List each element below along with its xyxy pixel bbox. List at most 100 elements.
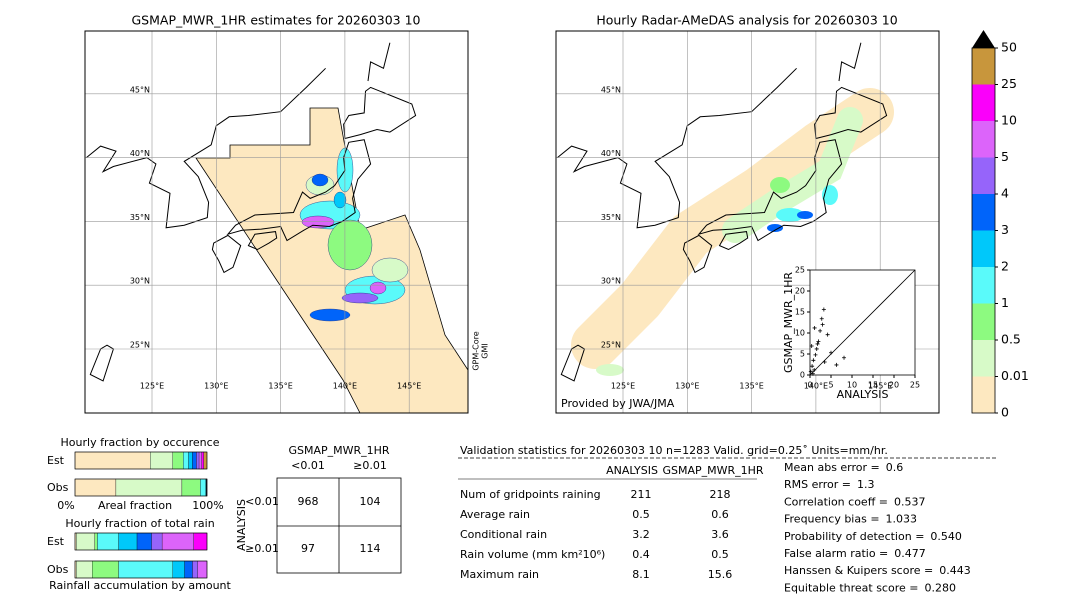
stat-value: 0.4 <box>632 548 650 561</box>
column-header: ANALYSIS <box>606 464 658 477</box>
fraction-segment <box>198 561 207 578</box>
score-value: 1.3 <box>857 478 875 491</box>
fraction-segment <box>200 479 205 496</box>
fraction-segment <box>182 479 200 496</box>
left-title: GSMAP_MWR_1HR estimates for 20260303 10 <box>132 13 421 28</box>
fraction-segment <box>75 479 116 496</box>
score-name: False alarm ratio = <box>784 547 888 560</box>
colorbar-segment <box>972 267 995 304</box>
lat-label: 30°N <box>130 277 150 286</box>
colorbar-label: 10 <box>1001 113 1017 128</box>
stat-value: 8.1 <box>632 568 650 581</box>
stat-value: 218 <box>710 488 731 501</box>
fraction-segment <box>173 561 185 578</box>
table-cell: 104 <box>360 495 381 508</box>
score: Hanssen & Kuipers score =0.443 <box>784 564 971 577</box>
axis-label: Areal fraction <box>98 499 172 512</box>
lon-label: 135°E <box>739 382 763 391</box>
score: RMS error =1.3 <box>784 478 874 491</box>
fraction-segment <box>194 533 207 550</box>
lat-label: 40°N <box>130 149 150 158</box>
stat-name: Num of gridpoints raining <box>460 488 601 501</box>
x-tick-label: 5 <box>828 381 833 390</box>
score-name: Mean abs error = <box>784 461 880 474</box>
fraction-segment <box>75 452 150 469</box>
stat-value: 15.6 <box>708 568 733 581</box>
score-value: 0.280 <box>924 581 956 594</box>
stat-value: 0.5 <box>632 508 650 521</box>
score-value: 0.477 <box>894 547 926 560</box>
x-tick-label: 20 <box>889 381 899 390</box>
stat-value: 0.5 <box>711 548 729 561</box>
fraction-segment <box>92 561 118 578</box>
rain-blob <box>370 282 386 294</box>
x-axis-label: ANALYSIS <box>837 388 889 401</box>
stat-name: Average rain <box>460 508 530 521</box>
fraction-segment <box>173 452 184 469</box>
lon-label: 140°E <box>333 382 357 391</box>
rain-blob <box>334 192 346 208</box>
fraction-segment <box>95 533 98 550</box>
fraction-segment <box>162 533 194 550</box>
lat-label: 30°N <box>601 277 621 286</box>
row-label: Obs <box>47 481 69 494</box>
colorbar-segment <box>972 304 995 341</box>
colorbar-label: 5 <box>1001 149 1009 164</box>
score-name: Frequency bias = <box>784 513 880 526</box>
lon-label: 135°E <box>268 382 292 391</box>
y-tick-label: 25 <box>795 266 805 275</box>
colorbar-label: 0 <box>1001 405 1009 420</box>
colorbar-segment <box>972 194 995 231</box>
fraction-segment <box>119 561 173 578</box>
rain-blob <box>770 177 790 193</box>
rain-blob <box>797 211 813 219</box>
lat-label: 45°N <box>601 85 621 94</box>
y-tick-label: 20 <box>795 287 805 296</box>
table-cell: 114 <box>360 542 381 555</box>
row-label: Est <box>47 535 65 548</box>
stat-name: Maximum rain <box>460 568 539 581</box>
axis-label: 0% <box>57 499 74 512</box>
fraction-segment <box>192 561 197 578</box>
score-value: 0.443 <box>939 564 971 577</box>
fraction-segment <box>196 452 199 469</box>
score-value: 0.540 <box>930 530 962 543</box>
lat-label: 35°N <box>130 213 150 222</box>
row-label: Obs <box>47 563 69 576</box>
score: Frequency bias =1.033 <box>784 513 917 526</box>
lat-label: 45°N <box>130 85 150 94</box>
fraction-segment <box>76 561 92 578</box>
y-axis-label: GSMAP_MWR_1HR <box>782 272 795 373</box>
total-rain-footer: Rainfall accumulation by amount <box>49 579 231 592</box>
colorbar-label: 2 <box>1001 259 1009 274</box>
lon-label: 125°E <box>611 382 635 391</box>
total-rain-title: Hourly fraction of total rain <box>65 517 214 530</box>
fraction-segment <box>137 533 152 550</box>
colorbar-segment <box>972 85 995 122</box>
rain-blob <box>342 293 378 303</box>
y-tick-label: 15 <box>795 308 805 317</box>
stat-value: 3.6 <box>711 528 729 541</box>
fraction-segment <box>192 452 196 469</box>
rain-blob <box>596 364 624 376</box>
colorbar-segment <box>972 377 995 414</box>
rain-blob <box>312 174 328 186</box>
colorbar-label: 0.5 <box>1001 332 1021 347</box>
lon-label: 130°E <box>675 382 699 391</box>
column-header: GSMAP_MWR_1HR <box>662 464 763 477</box>
stat-value: 3.2 <box>632 528 650 541</box>
lon-label: 145°E <box>397 382 421 391</box>
rain-blob <box>767 224 783 232</box>
table-cell: 97 <box>301 542 315 555</box>
x-tick-label: 0 <box>807 381 812 390</box>
colorbar-segment <box>972 231 995 268</box>
row-label: Est <box>47 454 65 467</box>
colorbar-label: 3 <box>1001 222 1009 237</box>
row-header: ≥0.01 <box>245 542 279 555</box>
fraction-segment <box>97 533 118 550</box>
y-tick-label: 5 <box>800 350 805 359</box>
score: Equitable threat score =0.280 <box>784 581 956 594</box>
validation-header: Validation statistics for 20260303 10 n=… <box>460 444 888 457</box>
sensor-label: GMI <box>481 343 490 358</box>
